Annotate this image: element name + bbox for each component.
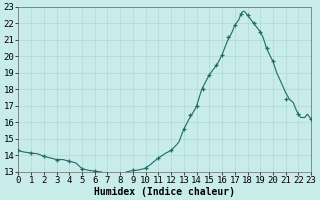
X-axis label: Humidex (Indice chaleur): Humidex (Indice chaleur) bbox=[94, 186, 235, 197]
